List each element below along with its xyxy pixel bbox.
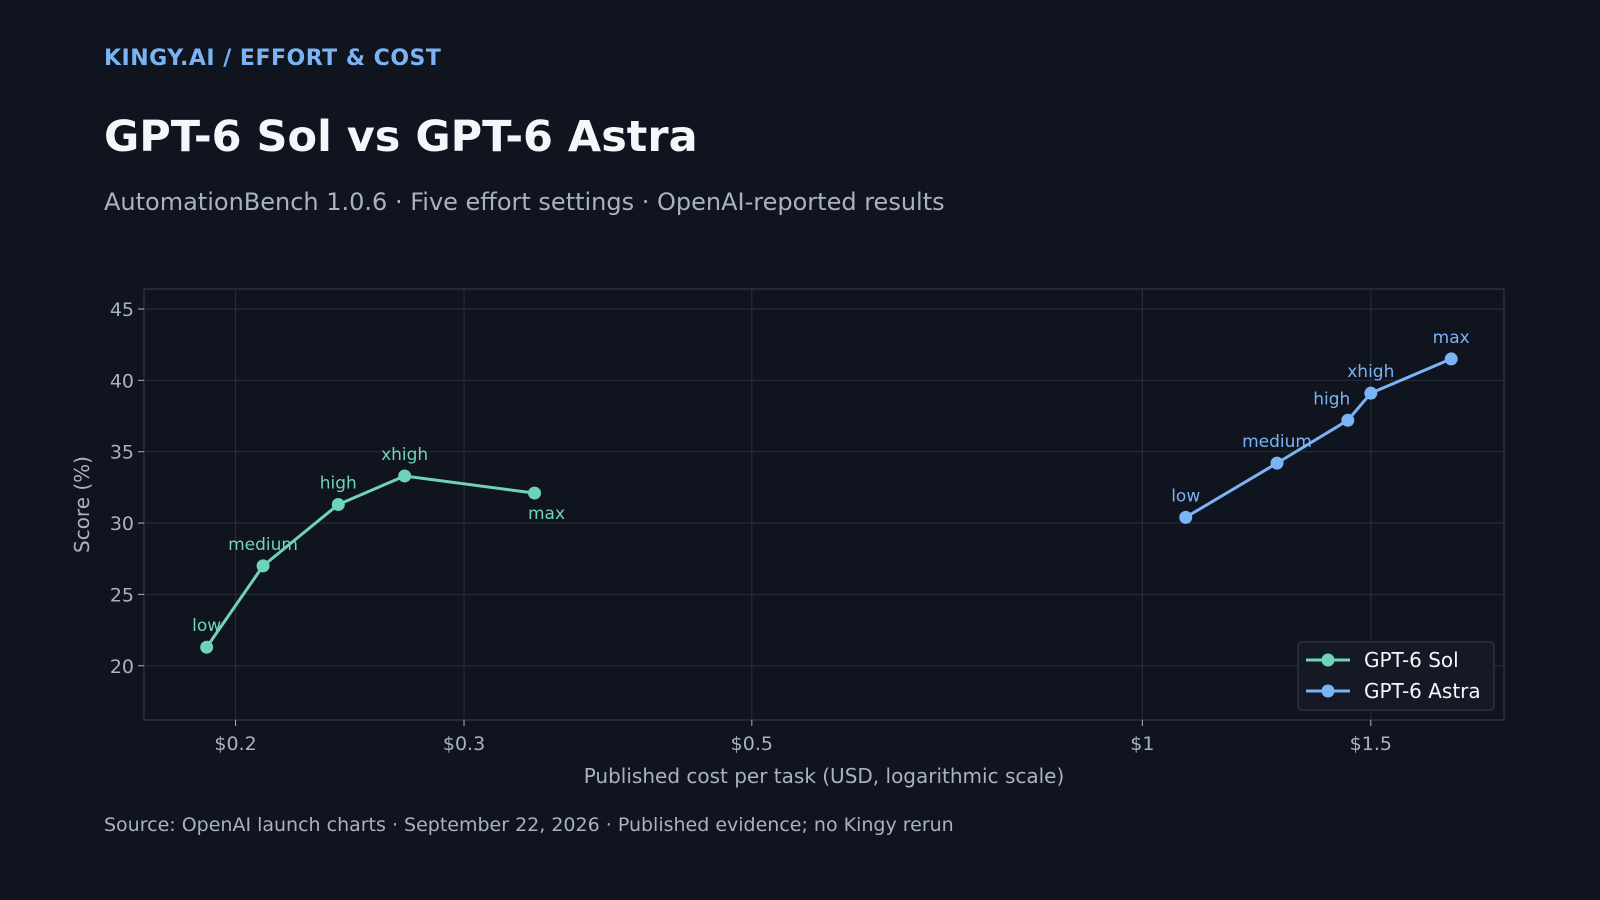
legend-swatch-marker bbox=[1321, 653, 1335, 667]
x-tick-label: $1.5 bbox=[1350, 733, 1392, 755]
x-tick-label: $0.3 bbox=[443, 733, 485, 755]
page-title: GPT-6 Sol vs GPT-6 Astra bbox=[104, 112, 698, 162]
data-point-label: max bbox=[528, 504, 565, 524]
y-tick-label: 45 bbox=[110, 299, 134, 321]
x-tick-label: $0.2 bbox=[214, 733, 256, 755]
y-tick-label: 35 bbox=[110, 442, 134, 464]
data-point-label: medium bbox=[1242, 432, 1312, 452]
data-point-label: xhigh bbox=[381, 445, 428, 465]
data-point-label: max bbox=[1433, 328, 1470, 348]
y-tick-label: 30 bbox=[110, 513, 134, 535]
data-point-label: high bbox=[1313, 389, 1350, 409]
data-point bbox=[256, 559, 270, 573]
data-point bbox=[1444, 352, 1458, 366]
data-point bbox=[528, 486, 542, 500]
data-point bbox=[200, 640, 214, 654]
series-line-0 bbox=[205, 474, 535, 649]
y-axis-label: Score (%) bbox=[70, 456, 94, 553]
data-point bbox=[1341, 413, 1355, 427]
data-point bbox=[1364, 386, 1378, 400]
data-point-label: low bbox=[192, 616, 221, 636]
x-tick-label: $1 bbox=[1130, 733, 1154, 755]
brand-breadcrumb: KINGY.AI / EFFORT & COST bbox=[104, 46, 442, 71]
legend-entry: GPT-6 Astra bbox=[1364, 679, 1481, 703]
plot-frame bbox=[143, 288, 1505, 721]
data-point bbox=[398, 469, 412, 483]
series-line-1 bbox=[1184, 357, 1452, 519]
y-tick-label: 20 bbox=[110, 656, 134, 678]
page-subtitle: AutomationBench 1.0.6 · Five effort sett… bbox=[104, 188, 945, 216]
y-tick-label: 40 bbox=[110, 370, 134, 392]
x-tick-label: $0.5 bbox=[731, 733, 773, 755]
legend-swatch-marker bbox=[1321, 684, 1335, 698]
data-point-label: xhigh bbox=[1347, 362, 1394, 382]
legend-entry: GPT-6 Sol bbox=[1364, 648, 1459, 672]
data-point-label: medium bbox=[228, 535, 298, 555]
data-point bbox=[1270, 456, 1284, 470]
data-point-label: low bbox=[1171, 486, 1200, 506]
source-note: Source: OpenAI launch charts · September… bbox=[104, 814, 954, 836]
y-tick-label: 25 bbox=[110, 584, 134, 606]
data-point-label: high bbox=[320, 474, 357, 494]
data-point bbox=[1179, 510, 1193, 524]
data-point bbox=[331, 498, 345, 511]
x-axis-label: Published cost per task (USD, logarithmi… bbox=[584, 764, 1065, 788]
